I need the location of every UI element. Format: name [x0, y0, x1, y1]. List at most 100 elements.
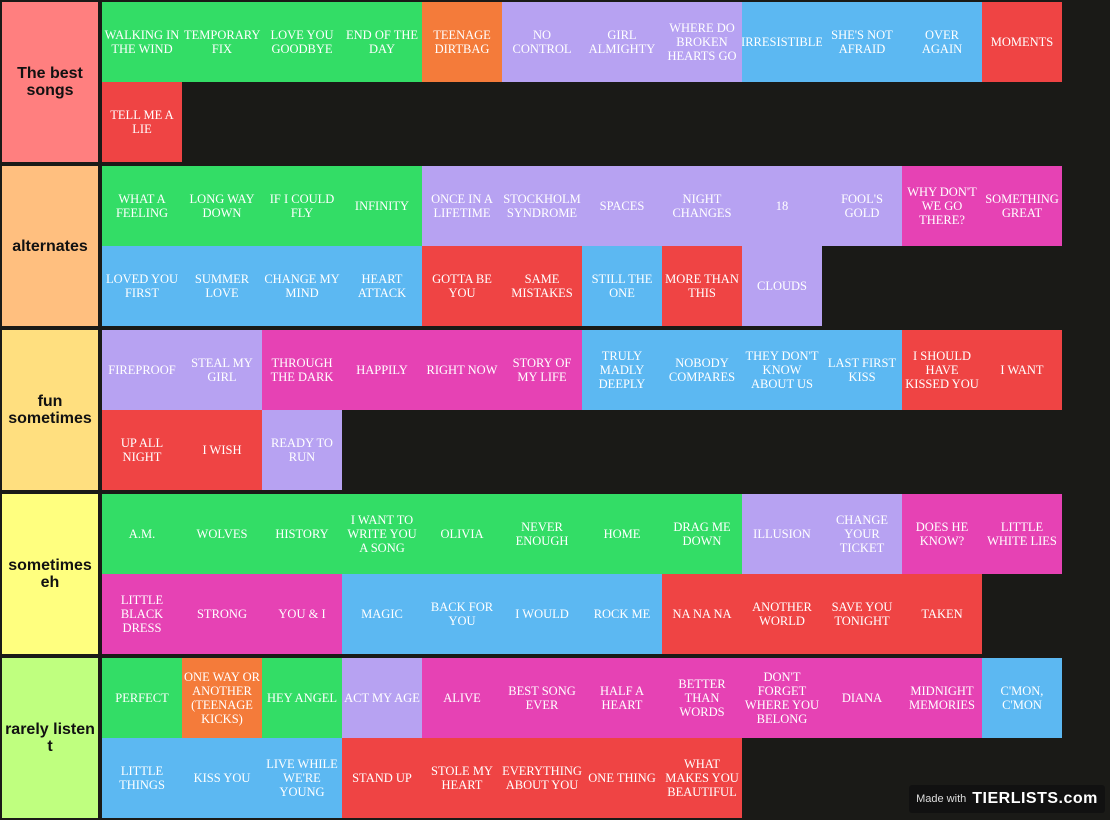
song-tile[interactable]: BACK FOR YOU [422, 574, 502, 654]
song-tile[interactable]: HAPPILY [342, 330, 422, 410]
song-tile[interactable]: IRRESISTIBLE [742, 2, 822, 82]
song-tile[interactable]: END OF THE DAY [342, 2, 422, 82]
song-tile[interactable]: NEVER ENOUGH [502, 494, 582, 574]
song-tile[interactable]: A.M. [102, 494, 182, 574]
song-tile[interactable]: ANOTHER WORLD [742, 574, 822, 654]
song-tile[interactable]: TRULY MADLY DEEPLY [582, 330, 662, 410]
song-tile[interactable]: I SHOULD HAVE KISSED YOU [902, 330, 982, 410]
song-tile[interactable]: STAND UP [342, 738, 422, 818]
song-tile[interactable]: OLIVIA [422, 494, 502, 574]
song-tile[interactable]: I WOULD [502, 574, 582, 654]
tier-items: A.M. WOLVES HISTORY I WANT TO WRITE YOU A S… [102, 494, 1062, 654]
song-tile[interactable]: SHE'S NOT AFRAID [822, 2, 902, 82]
tier-label[interactable]: sometimes eh [2, 494, 98, 654]
song-tile[interactable]: BETTER THAN WORDS [662, 658, 742, 738]
song-tile[interactable]: NA NA NA [662, 574, 742, 654]
song-tile[interactable]: SOMETHING GREAT [982, 166, 1062, 246]
song-tile[interactable]: SAVE YOU TONIGHT [822, 574, 902, 654]
song-tile[interactable]: PERFECT [102, 658, 182, 738]
song-tile[interactable]: ONE WAY OR ANOTHER (TEENAGE KICKS) [182, 658, 262, 738]
song-tile[interactable]: TAKEN [902, 574, 982, 654]
song-tile[interactable]: ACT MY AGE [342, 658, 422, 738]
song-tile[interactable]: FIREPROOF [102, 330, 182, 410]
song-tile[interactable]: FOOL'S GOLD [822, 166, 902, 246]
song-tile[interactable]: HALF A HEART [582, 658, 662, 738]
song-tile[interactable]: I WANT [982, 330, 1062, 410]
song-tile[interactable]: EVERYTHING ABOUT YOU [502, 738, 582, 818]
song-tile[interactable]: HEY ANGEL [262, 658, 342, 738]
song-tile[interactable]: HISTORY [262, 494, 342, 574]
song-tile[interactable]: YOU & I [262, 574, 342, 654]
song-tile[interactable]: KISS YOU [182, 738, 262, 818]
song-tile[interactable]: CHANGE YOUR TICKET [822, 494, 902, 574]
song-tile[interactable]: TELL ME A LIE [102, 82, 182, 162]
song-tile[interactable]: DIANA [822, 658, 902, 738]
song-tile[interactable]: LOVE YOU GOODBYE [262, 2, 342, 82]
song-tile[interactable]: TEENAGE DIRTBAG [422, 2, 502, 82]
song-tile[interactable]: STORY OF MY LIFE [502, 330, 582, 410]
song-tile[interactable]: C'MON, C'MON [982, 658, 1062, 738]
song-tile[interactable]: LONG WAY DOWN [182, 166, 262, 246]
tier-label[interactable]: rarely listen t [2, 658, 98, 818]
song-tile[interactable]: WHAT MAKES YOU BEAUTIFUL [662, 738, 742, 818]
song-tile[interactable]: OVER AGAIN [902, 2, 982, 82]
tierlists-watermark[interactable]: Made with TIERLISTS.com [909, 785, 1105, 813]
song-tile[interactable]: STEAL MY GIRL [182, 330, 262, 410]
song-tile[interactable]: WALKING IN THE WIND [102, 2, 182, 82]
song-tile[interactable]: GIRL ALMIGHTY [582, 2, 662, 82]
song-tile[interactable]: I WISH [182, 410, 262, 490]
song-tile[interactable]: HOME [582, 494, 662, 574]
tier-label[interactable]: The best songs [2, 2, 98, 162]
song-tile[interactable]: DRAG ME DOWN [662, 494, 742, 574]
song-tile[interactable]: STILL THE ONE [582, 246, 662, 326]
song-tile[interactable]: BEST SONG EVER [502, 658, 582, 738]
song-tile[interactable]: RIGHT NOW [422, 330, 502, 410]
song-tile[interactable]: STRONG [182, 574, 262, 654]
song-tile[interactable]: ONCE IN A LIFETIME [422, 166, 502, 246]
song-tile[interactable]: STOCKHOLM SYNDROME [502, 166, 582, 246]
song-tile[interactable]: DOES HE KNOW? [902, 494, 982, 574]
song-tile[interactable]: GOTTA BE YOU [422, 246, 502, 326]
watermark-made-with: Made with [916, 793, 967, 805]
tier-label[interactable]: fun sometimes [2, 330, 98, 490]
song-tile[interactable]: I WANT TO WRITE YOU A SONG [342, 494, 422, 574]
song-tile[interactable]: SAME MISTAKES [502, 246, 582, 326]
song-tile[interactable]: LITTLE WHITE LIES [982, 494, 1062, 574]
song-tile[interactable]: LAST FIRST KISS [822, 330, 902, 410]
song-tile[interactable]: INFINITY [342, 166, 422, 246]
song-tile[interactable]: DON'T FORGET WHERE YOU BELONG [742, 658, 822, 738]
song-tile[interactable]: NO CONTROL [502, 2, 582, 82]
song-tile[interactable]: THROUGH THE DARK [262, 330, 342, 410]
song-tile[interactable]: UP ALL NIGHT [102, 410, 182, 490]
song-tile[interactable]: WOLVES [182, 494, 262, 574]
song-tile[interactable]: CLOUDS [742, 246, 822, 326]
song-tile[interactable]: MOMENTS [982, 2, 1062, 82]
song-tile[interactable]: MAGIC [342, 574, 422, 654]
song-tile[interactable]: IF I COULD FLY [262, 166, 342, 246]
song-tile[interactable]: ALIVE [422, 658, 502, 738]
tier-label[interactable]: alternates [2, 166, 98, 326]
song-tile[interactable]: MORE THAN THIS [662, 246, 742, 326]
song-tile[interactable]: NOBODY COMPARES [662, 330, 742, 410]
song-tile[interactable]: LIVE WHILE WE'RE YOUNG [262, 738, 342, 818]
song-tile[interactable]: THEY DON'T KNOW ABOUT US [742, 330, 822, 410]
song-tile[interactable]: HEART ATTACK [342, 246, 422, 326]
song-tile[interactable]: MIDNIGHT MEMORIES [902, 658, 982, 738]
song-tile[interactable]: LITTLE THINGS [102, 738, 182, 818]
song-tile[interactable]: READY TO RUN [262, 410, 342, 490]
song-tile[interactable]: 18 [742, 166, 822, 246]
song-tile[interactable]: CHANGE MY MIND [262, 246, 342, 326]
song-tile[interactable]: WHY DON'T WE GO THERE? [902, 166, 982, 246]
song-tile[interactable]: TEMPORARY FIX [182, 2, 262, 82]
song-tile[interactable]: ILLUSION [742, 494, 822, 574]
song-tile[interactable]: LITTLE BLACK DRESS [102, 574, 182, 654]
song-tile[interactable]: NIGHT CHANGES [662, 166, 742, 246]
song-tile[interactable]: SUMMER LOVE [182, 246, 262, 326]
song-tile[interactable]: STOLE MY HEART [422, 738, 502, 818]
song-tile[interactable]: WHERE DO BROKEN HEARTS GO [662, 2, 742, 82]
song-tile[interactable]: SPACES [582, 166, 662, 246]
song-tile[interactable]: ONE THING [582, 738, 662, 818]
song-tile[interactable]: LOVED YOU FIRST [102, 246, 182, 326]
song-tile[interactable]: ROCK ME [582, 574, 662, 654]
song-tile[interactable]: WHAT A FEELING [102, 166, 182, 246]
